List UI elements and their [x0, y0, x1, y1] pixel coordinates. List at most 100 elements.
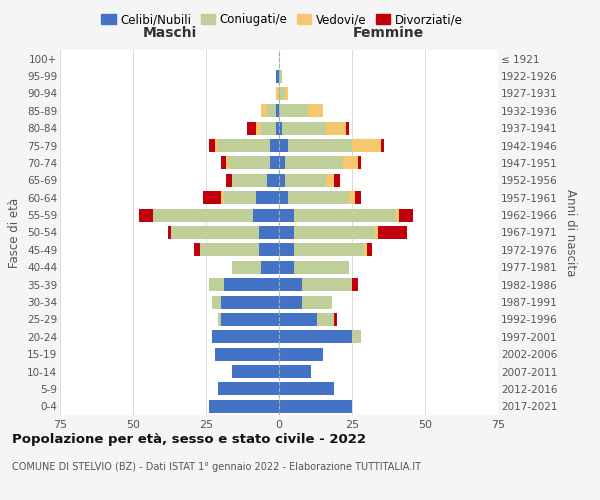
Bar: [279, 244, 293, 256]
Bar: [247, 122, 279, 134]
Bar: [232, 174, 279, 187]
Bar: [209, 400, 279, 413]
Bar: [276, 70, 279, 82]
Bar: [218, 313, 279, 326]
Text: Popolazione per età, sesso e stato civile - 2022: Popolazione per età, sesso e stato civil…: [12, 432, 366, 446]
Bar: [279, 296, 332, 308]
Bar: [279, 104, 323, 118]
Bar: [279, 244, 367, 256]
Bar: [224, 191, 279, 204]
Bar: [215, 348, 279, 360]
Bar: [279, 174, 285, 187]
Bar: [232, 260, 279, 274]
Y-axis label: Anni di nascita: Anni di nascita: [564, 189, 577, 276]
Bar: [279, 382, 334, 396]
Bar: [139, 208, 279, 222]
Bar: [232, 260, 279, 274]
Bar: [279, 122, 349, 134]
Bar: [276, 122, 279, 134]
Bar: [209, 139, 279, 152]
Bar: [215, 348, 279, 360]
Bar: [279, 156, 361, 170]
Bar: [279, 191, 349, 204]
Bar: [279, 226, 293, 239]
Bar: [209, 400, 279, 413]
Bar: [279, 400, 352, 413]
Bar: [279, 348, 323, 360]
Y-axis label: Fasce di età: Fasce di età: [8, 198, 22, 268]
Bar: [279, 174, 340, 187]
Bar: [279, 278, 358, 291]
Bar: [276, 104, 279, 118]
Bar: [279, 365, 311, 378]
Bar: [218, 382, 279, 396]
Bar: [229, 156, 279, 170]
Bar: [209, 278, 279, 291]
Bar: [279, 104, 323, 118]
Bar: [279, 139, 384, 152]
Bar: [279, 296, 332, 308]
Bar: [279, 174, 326, 187]
Bar: [279, 244, 364, 256]
Bar: [279, 191, 288, 204]
Bar: [279, 400, 352, 413]
Bar: [279, 382, 334, 396]
Bar: [232, 365, 279, 378]
Bar: [268, 104, 279, 118]
Bar: [279, 330, 361, 344]
Bar: [279, 208, 396, 222]
Bar: [279, 87, 288, 100]
Bar: [194, 244, 279, 256]
Bar: [279, 400, 352, 413]
Bar: [279, 260, 349, 274]
Bar: [279, 330, 361, 344]
Bar: [279, 260, 349, 274]
Bar: [279, 226, 378, 239]
Bar: [279, 122, 326, 134]
Bar: [279, 296, 302, 308]
Bar: [279, 365, 311, 378]
Bar: [279, 330, 352, 344]
Bar: [270, 156, 279, 170]
Bar: [218, 382, 279, 396]
Bar: [279, 208, 293, 222]
Bar: [221, 191, 279, 204]
Bar: [276, 87, 279, 100]
Bar: [279, 226, 407, 239]
Bar: [279, 104, 308, 118]
Bar: [279, 70, 282, 82]
Bar: [221, 156, 279, 170]
Text: Maschi: Maschi: [142, 26, 197, 40]
Bar: [256, 191, 279, 204]
Bar: [209, 400, 279, 413]
Bar: [279, 191, 361, 204]
Bar: [232, 365, 279, 378]
Bar: [279, 348, 323, 360]
Bar: [279, 191, 355, 204]
Bar: [203, 191, 279, 204]
Bar: [279, 156, 358, 170]
Bar: [276, 70, 279, 82]
Bar: [232, 174, 279, 187]
Bar: [276, 87, 279, 100]
Bar: [279, 226, 376, 239]
Bar: [154, 208, 279, 222]
Bar: [279, 313, 334, 326]
Bar: [279, 330, 361, 344]
Bar: [279, 139, 288, 152]
Bar: [279, 365, 311, 378]
Bar: [171, 226, 279, 239]
Bar: [212, 296, 279, 308]
Bar: [218, 139, 279, 152]
Bar: [279, 278, 352, 291]
Bar: [279, 70, 282, 82]
Bar: [209, 278, 279, 291]
Bar: [168, 226, 279, 239]
Bar: [279, 296, 332, 308]
Bar: [212, 330, 279, 344]
Bar: [279, 313, 334, 326]
Bar: [279, 156, 285, 170]
Bar: [218, 313, 279, 326]
Bar: [200, 244, 279, 256]
Bar: [276, 70, 279, 82]
